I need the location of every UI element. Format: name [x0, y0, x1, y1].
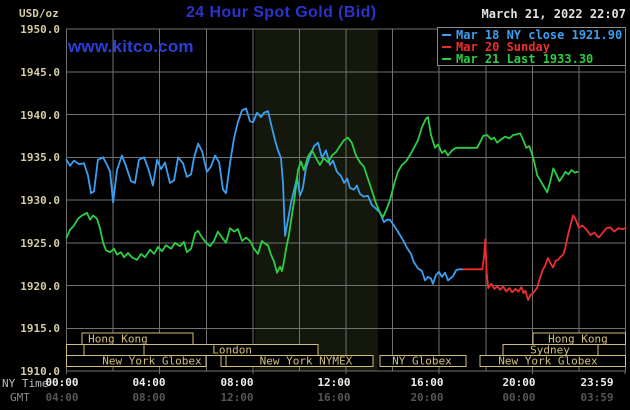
- x-tick-ny-time: 08:00: [220, 376, 254, 389]
- series-line-mar18-blue: [65, 107, 465, 285]
- session-label: New York NYMEX: [260, 355, 353, 368]
- legend-swatch-green: [442, 57, 451, 60]
- y-tick-label: 1945.0: [20, 65, 60, 79]
- session-box: [66, 355, 207, 367]
- legend-item-mar18: Mar 18 NY close 1921.90: [442, 29, 625, 41]
- y-tick-label: 1920.0: [20, 279, 60, 293]
- y-tick-label: 1935.0: [20, 151, 60, 165]
- y-tick-label: 1930.0: [20, 194, 60, 207]
- session-box: [225, 355, 374, 367]
- chart-datetime: March 21, 2022 22:07: [481, 7, 627, 21]
- legend-label: Mar 18 NY close 1921.90: [456, 28, 623, 42]
- session-box: [66, 344, 85, 356]
- y-tick-label: 1910.0: [20, 365, 60, 378]
- x-tick-gmt: 12:00: [220, 391, 254, 404]
- legend-label: Mar 21 Last 1933.30: [456, 52, 594, 66]
- session-label: Hong Kong: [88, 332, 148, 345]
- y-tick-label: 1915.0: [20, 322, 60, 336]
- series-line-mar20-red: [462, 214, 627, 301]
- series-line-mar21-green: [65, 116, 579, 274]
- session-label: New York Globex: [498, 355, 598, 368]
- session-box: [479, 355, 627, 367]
- legend-swatch-red: [442, 45, 451, 48]
- x-tick-gmt: 16:00: [317, 391, 351, 404]
- x-tick-ny-time: 12:00: [317, 376, 351, 389]
- ny-time-axis-label: NY Time: [2, 377, 49, 390]
- session-label: Hong Kong: [548, 332, 608, 345]
- x-tick-ny-time: 16:00: [410, 376, 444, 389]
- x-tick-ny-time: 04:00: [132, 376, 166, 389]
- y-tick-label: 1925.0: [20, 236, 60, 250]
- x-tick-gmt: 03:59: [580, 391, 614, 404]
- session-box: [379, 355, 467, 367]
- session-label: NY Globex: [392, 355, 452, 368]
- legend-swatch-blue: [442, 33, 451, 36]
- gmt-axis-label: GMT: [10, 391, 30, 404]
- legend-box: Mar 18 NY close 1921.90 Mar 20 Sunday Ma…: [437, 27, 626, 66]
- session-label: London: [212, 344, 252, 357]
- legend-item-mar20: Mar 20 Sunday: [442, 41, 625, 53]
- x-tick-gmt: 04:00: [45, 391, 79, 404]
- kitco-watermark: www.kitco.com: [68, 37, 194, 56]
- chart-title: 24 Hour Spot Gold (Bid): [186, 4, 377, 21]
- x-tick-gmt: 20:00: [410, 391, 444, 404]
- y-tick-label: 1950.0: [20, 23, 60, 36]
- x-tick-ny-time: 20:00: [502, 376, 536, 389]
- session-label: Sydney: [530, 344, 570, 357]
- x-tick-ny-time: 23:59: [580, 376, 614, 389]
- session-box: [220, 355, 227, 367]
- x-tick-ny-time: 00:00: [45, 376, 79, 389]
- legend-item-mar21: Mar 21 Last 1933.30: [442, 53, 625, 65]
- y-axis-units-label: USD/oz: [19, 7, 59, 20]
- legend-label: Mar 20 Sunday: [456, 40, 550, 54]
- y-tick-label: 1940.0: [20, 108, 60, 122]
- x-tick-gmt: 08:00: [132, 391, 166, 404]
- session-label: New York Globex: [102, 355, 202, 368]
- x-tick-gmt: 00:00: [502, 391, 536, 404]
